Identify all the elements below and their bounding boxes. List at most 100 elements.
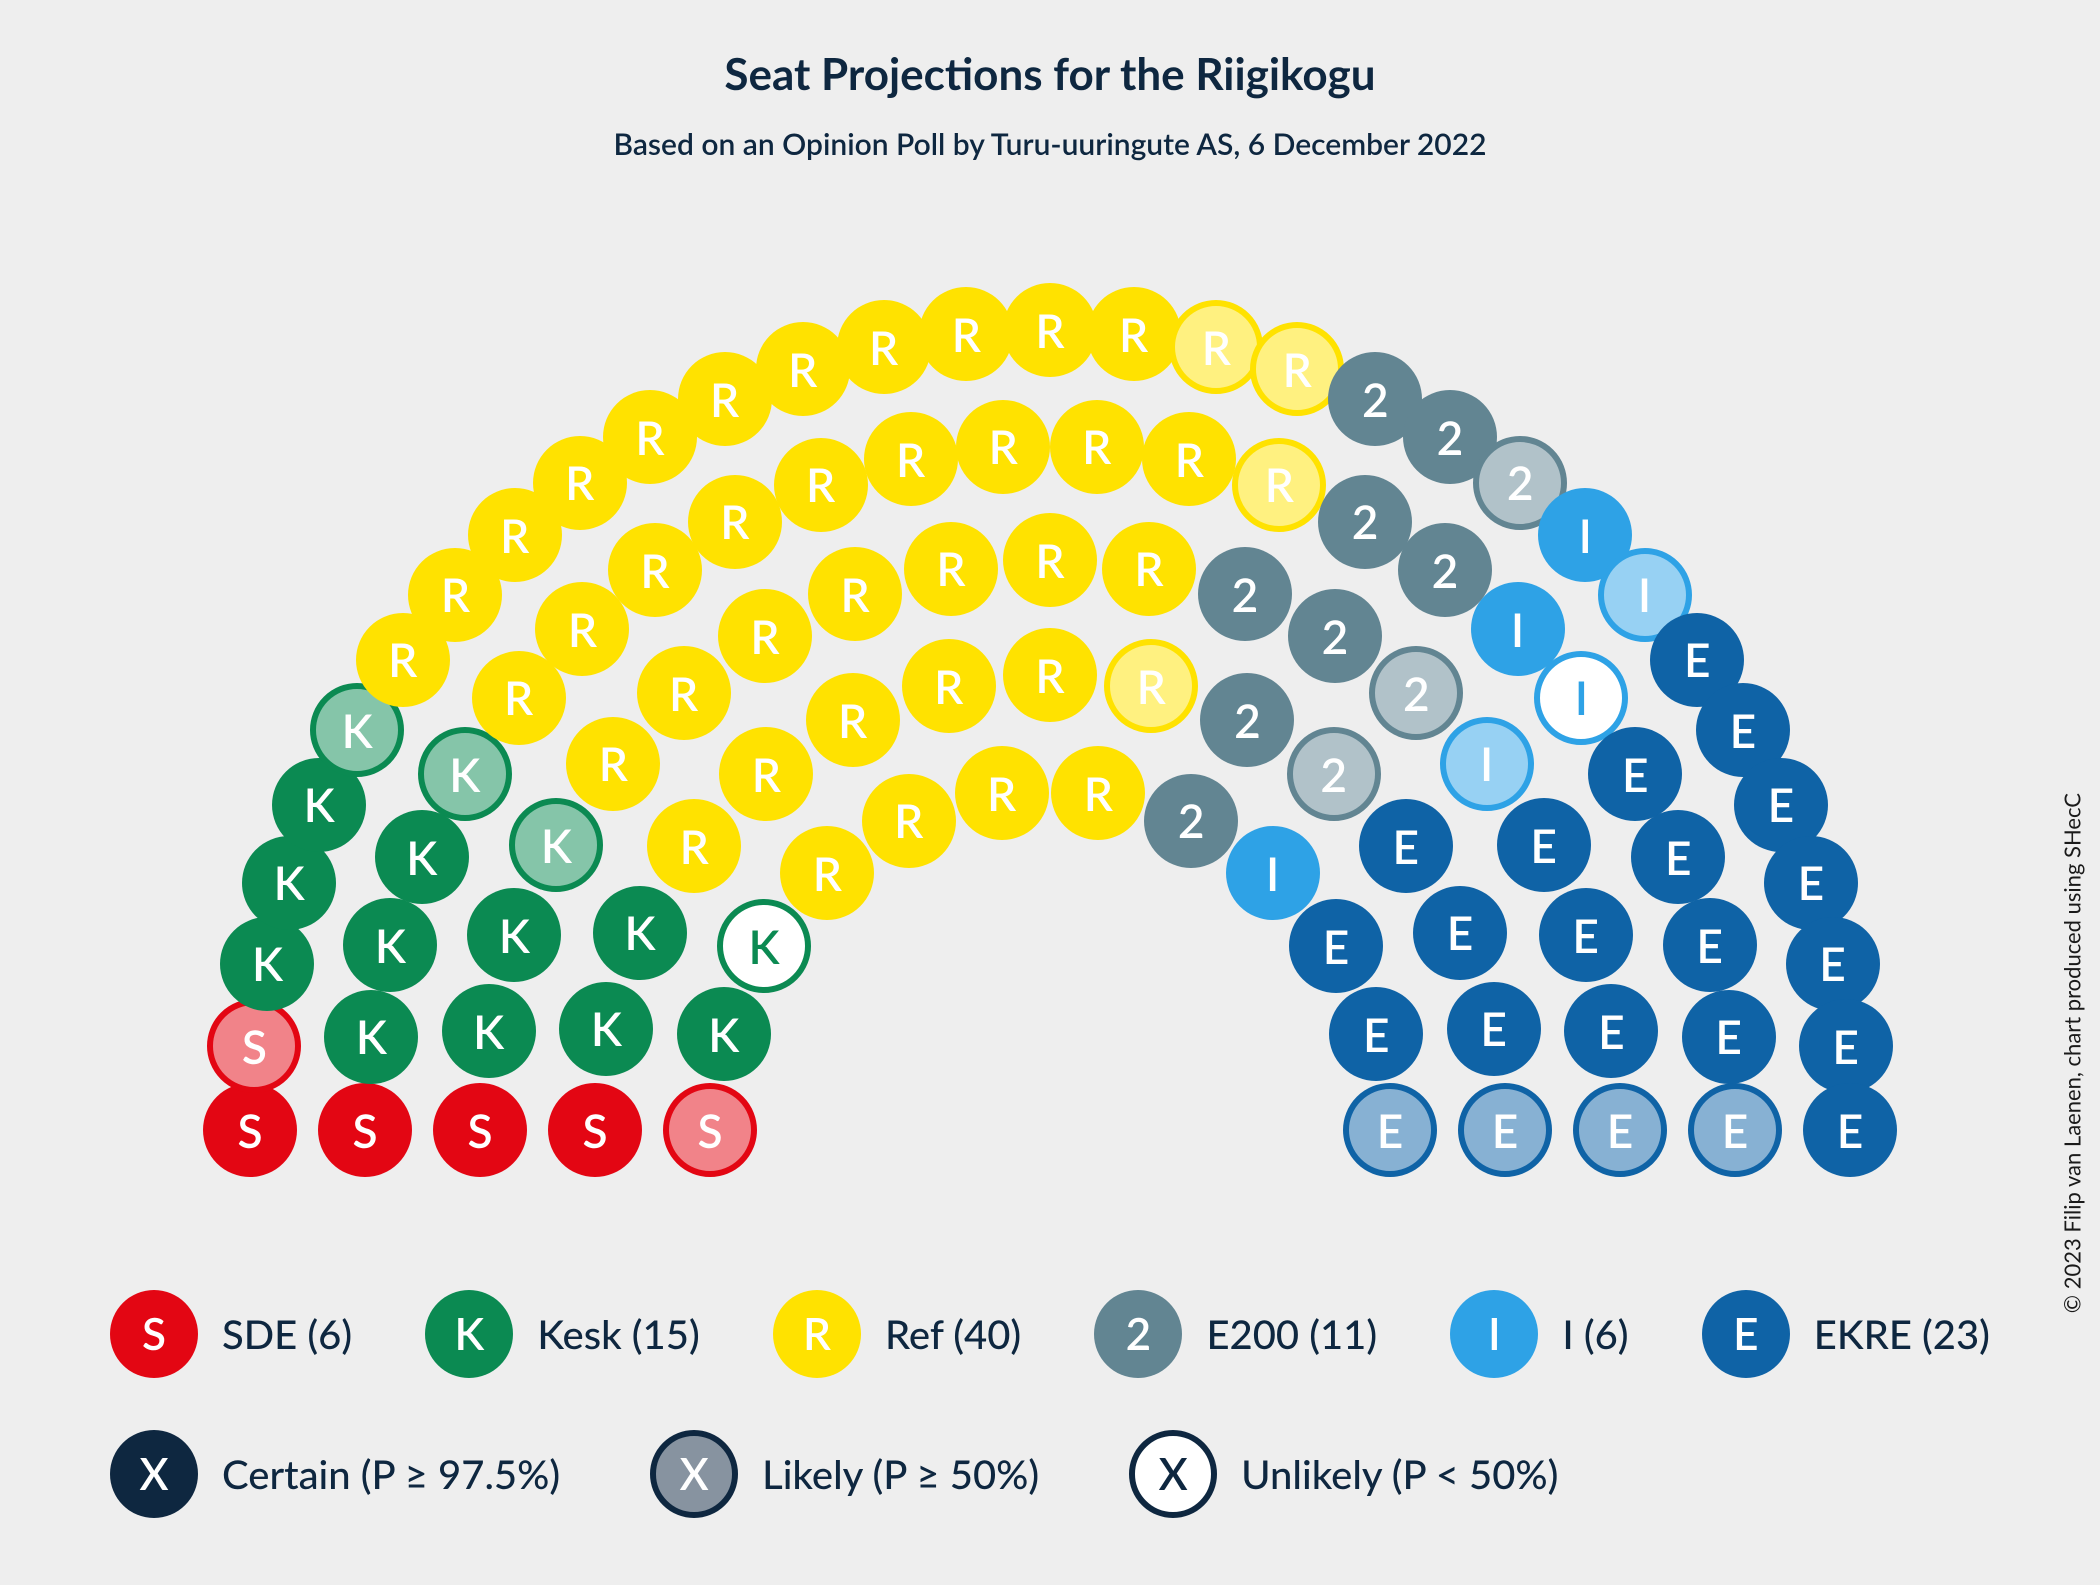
seat-kesk: K <box>677 987 771 1081</box>
legend-prob-likely: X Likely (P ≥ 50%) <box>650 1430 1039 1518</box>
seat-ref: R <box>955 746 1049 840</box>
legend-prob-label: Unlikely (P < 50%) <box>1241 1450 1558 1498</box>
seat-ekre: E <box>1803 1083 1897 1177</box>
seat-kesk: K <box>442 984 536 1078</box>
seat-ekre: E <box>1688 1083 1782 1177</box>
seat-ref: R <box>1142 412 1236 506</box>
seat-ref: R <box>688 475 782 569</box>
seat-ekre: E <box>1343 1083 1437 1177</box>
seat-ref: R <box>566 717 660 811</box>
legend-prob-label: Certain (P ≥ 97.5%) <box>222 1450 560 1498</box>
legend-swatch-kesk: K <box>425 1290 513 1378</box>
seat-ref: R <box>1003 513 1097 607</box>
seat-sde: S <box>548 1083 642 1177</box>
seat-ekre: E <box>1447 982 1541 1076</box>
seat-ref: R <box>719 727 813 821</box>
seat-ekre: E <box>1458 1083 1552 1177</box>
seat-kesk: K <box>559 982 653 1076</box>
seat-ekre: E <box>1799 999 1893 1093</box>
seat-kesk: K <box>418 727 512 821</box>
seat-ref: R <box>1003 628 1097 722</box>
legend-party-i: I I (6) <box>1450 1290 1628 1378</box>
seat-e200: 2 <box>1288 589 1382 683</box>
seat-ref: R <box>864 412 958 506</box>
seat-ekre: E <box>1564 984 1658 1078</box>
seat-ekre: E <box>1588 727 1682 821</box>
seat-e200: 2 <box>1369 646 1463 740</box>
seat-e200: 2 <box>1200 673 1294 767</box>
seat-kesk: K <box>343 898 437 992</box>
seat-ref: R <box>780 826 874 920</box>
legend-party-ref: RRef (40) <box>773 1290 1021 1378</box>
hemicycle-arch: SSSSSSKKKKKKKKKKKKKKKRRRRRRRRRRRRRRRRRRR… <box>100 240 2000 1140</box>
legend-label: I (6) <box>1562 1310 1628 1358</box>
seat-ekre: E <box>1786 917 1880 1011</box>
seat-ref: R <box>1050 400 1144 494</box>
legend-swatch-sde: S <box>110 1290 198 1378</box>
seat-ekre: E <box>1573 1083 1667 1177</box>
legend-swatch-e200: 2 <box>1094 1290 1182 1378</box>
seat-i: I <box>1440 717 1534 811</box>
seat-ref: R <box>1051 746 1145 840</box>
seat-ref: R <box>837 300 931 394</box>
chart-title: Seat Projections for the Riigikogu <box>0 0 2100 100</box>
seat-e200: 2 <box>1318 475 1412 569</box>
legend-label: EKRE (23) <box>1814 1310 1990 1358</box>
legend-label: Kesk (15) <box>537 1310 699 1358</box>
seat-ekre: E <box>1764 836 1858 930</box>
seat-ref: R <box>1169 300 1263 394</box>
legend-prob-certain: XCertain (P ≥ 97.5%) <box>110 1430 560 1518</box>
seat-e200: 2 <box>1144 774 1238 868</box>
seat-ref: R <box>637 646 731 740</box>
seat-ekre: E <box>1497 798 1591 892</box>
seat-e200: 2 <box>1287 727 1381 821</box>
legend-swatch-ekre: E <box>1702 1290 1790 1378</box>
seat-ekre: E <box>1539 888 1633 982</box>
legend-party-sde: SSDE (6) <box>110 1290 352 1378</box>
seat-ref: R <box>1087 287 1181 381</box>
seat-ekre: E <box>1413 886 1507 980</box>
seat-ekre: E <box>1663 898 1757 992</box>
seat-ekre: E <box>1682 990 1776 1084</box>
seat-kesk: K <box>467 888 561 982</box>
seat-kesk: K <box>593 886 687 980</box>
seat-kesk: K <box>324 990 418 1084</box>
seat-sde: S <box>663 1083 757 1177</box>
seat-ref: R <box>756 322 850 416</box>
seat-ref: R <box>608 523 702 617</box>
seat-sde: S <box>203 1083 297 1177</box>
seat-ref: R <box>1003 283 1097 377</box>
seat-ekre: E <box>1631 810 1725 904</box>
legend-parties: SSDE (6) K Kesk (15) RRef (40) 2 E200 (11) I I … <box>110 1290 1990 1378</box>
seat-ref: R <box>1104 639 1198 733</box>
legend-party-kesk: K Kesk (15) <box>425 1290 699 1378</box>
seat-kesk: K <box>375 810 469 904</box>
legend-swatch-ref: R <box>773 1290 861 1378</box>
seat-ref: R <box>647 799 741 893</box>
legend-prob-label: Likely (P ≥ 50%) <box>762 1450 1039 1498</box>
seat-ekre: E <box>1329 987 1423 1081</box>
credit-text: © 2023 Filip van Laenen, chart produced … <box>2059 793 2086 1313</box>
seat-ref: R <box>956 400 1050 494</box>
seat-i: I <box>1226 826 1320 920</box>
seat-ref: R <box>718 589 812 683</box>
seat-ref: R <box>1102 522 1196 616</box>
seat-ref: R <box>862 774 956 868</box>
seat-ref: R <box>774 438 868 532</box>
seat-kesk: K <box>717 899 811 993</box>
legend-party-e200: 2 E200 (11) <box>1094 1290 1377 1378</box>
legend-prob-swatch-likely: X <box>650 1430 738 1518</box>
chart-subtitle: Based on an Opinion Poll by Turu-uuringu… <box>0 126 2100 162</box>
legend-prob-unlikely: XUnlikely (P < 50%) <box>1129 1430 1558 1518</box>
seat-ref: R <box>1232 438 1326 532</box>
seat-ekre: E <box>1289 899 1383 993</box>
legend-label: E200 (11) <box>1206 1310 1377 1358</box>
seat-sde: S <box>318 1083 412 1177</box>
seat-kesk: K <box>509 798 603 892</box>
seat-ref: R <box>806 673 900 767</box>
legend-swatch-i: I <box>1450 1290 1538 1378</box>
seat-ref: R <box>902 639 996 733</box>
seat-sde: S <box>207 999 301 1093</box>
seat-ref: R <box>904 522 998 616</box>
legend-probabilities: XCertain (P ≥ 97.5%) X Likely (P ≥ 50%) XUn… <box>110 1430 1990 1518</box>
